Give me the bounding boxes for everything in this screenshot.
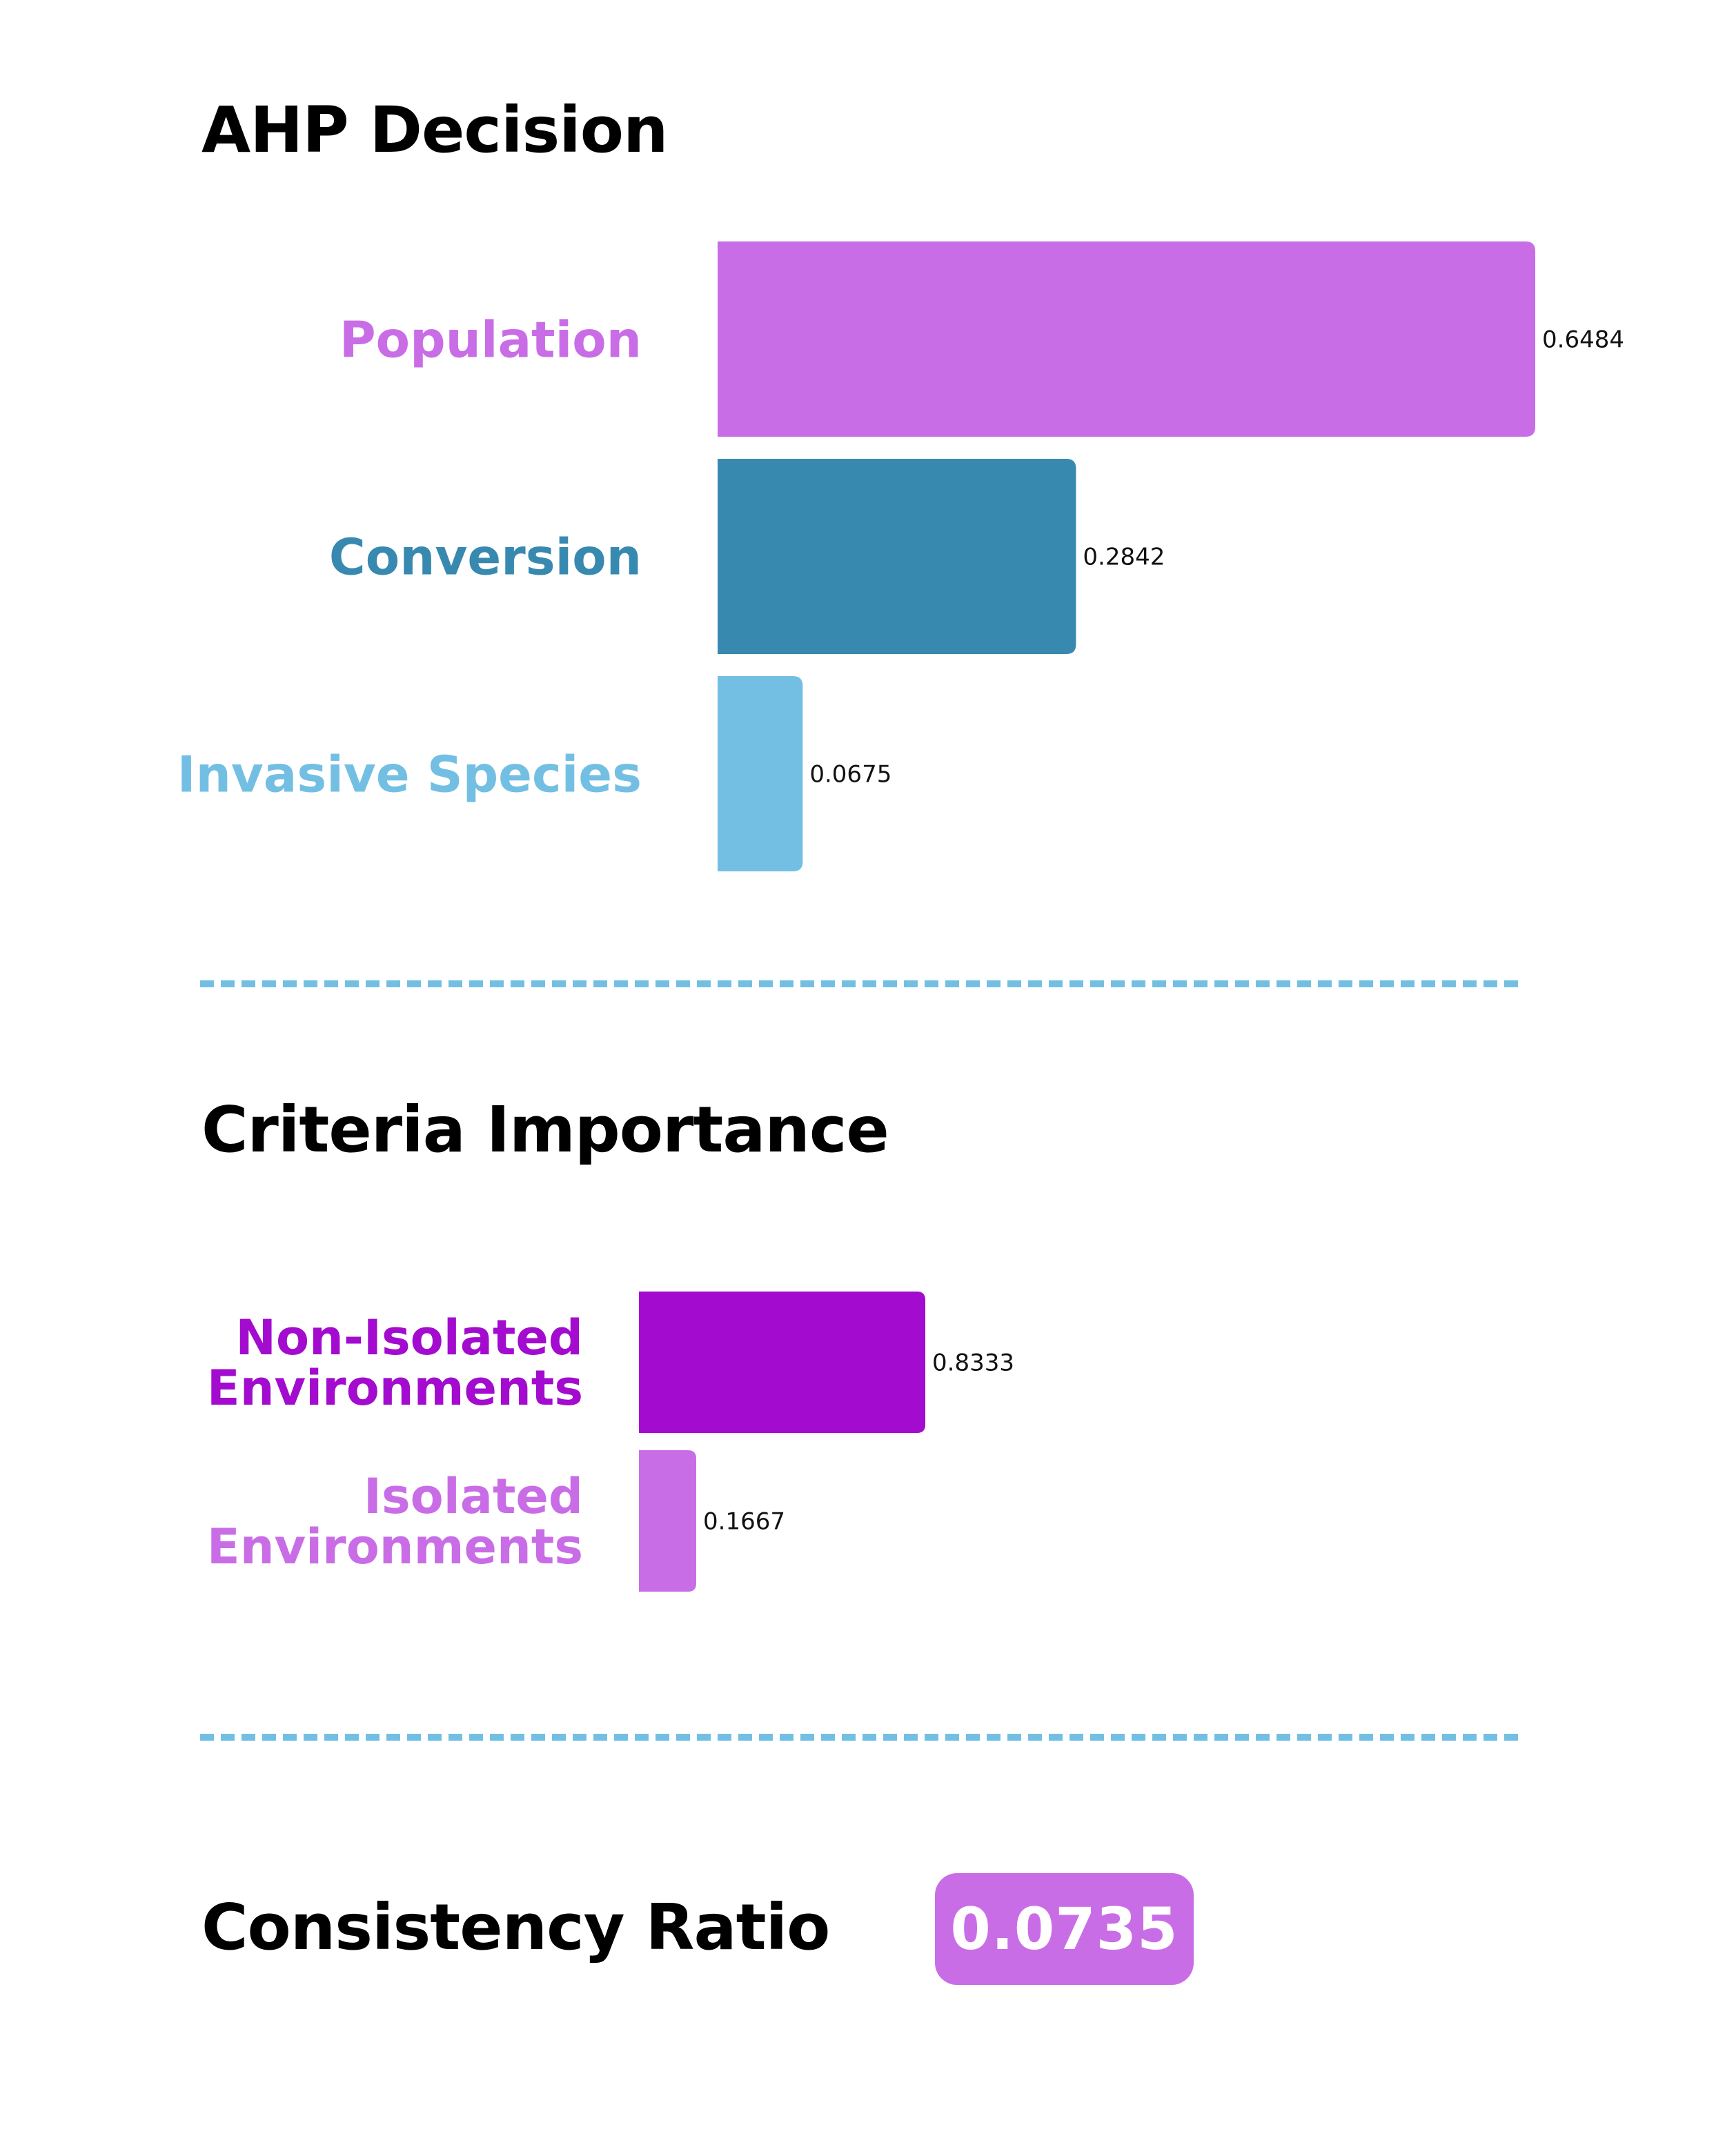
consistency-ratio-title: Consistency Ratio <box>201 1890 830 1964</box>
criteria-importance-chart: 0.8333Non-IsolatedEnvironments0.1667Isol… <box>207 1292 1014 1592</box>
value-label-1: 0.2842 <box>1083 544 1165 571</box>
section-divider <box>200 980 1518 987</box>
category-label-0-line-1: Environments <box>207 1360 583 1416</box>
category-label-2: Invasive Species <box>177 745 642 803</box>
category-label-1-line-1: Environments <box>207 1519 583 1575</box>
category-label-0: Population <box>339 310 642 368</box>
bar-1 <box>639 1450 697 1592</box>
section-divider <box>200 1734 1518 1741</box>
category-label-0-line-0: Non-Isolated <box>235 1309 583 1366</box>
category-label-1-line-0: Isolated <box>364 1468 583 1525</box>
value-label-0: 0.6484 <box>1542 326 1624 354</box>
bar-1 <box>718 459 1076 654</box>
consistency-ratio-badge: 0.0735 <box>935 1873 1194 1985</box>
ahp-decision-title: AHP Decision <box>201 93 668 167</box>
value-label-1: 0.1667 <box>703 1508 785 1536</box>
bar-2 <box>718 676 803 871</box>
value-label-2: 0.0675 <box>809 761 891 789</box>
ahp-decision-chart: 0.6484 Population 0.2842 Conversion 0.0675 In… <box>177 241 1624 871</box>
bar-0 <box>639 1292 925 1433</box>
criteria-importance-title: Criteria Importance <box>201 1093 889 1167</box>
value-label-0: 0.8333 <box>932 1349 1014 1377</box>
bar-0 <box>718 241 1535 437</box>
category-label-1: Conversion <box>329 528 642 586</box>
consistency-ratio-value: 0.0735 <box>950 1895 1179 1963</box>
